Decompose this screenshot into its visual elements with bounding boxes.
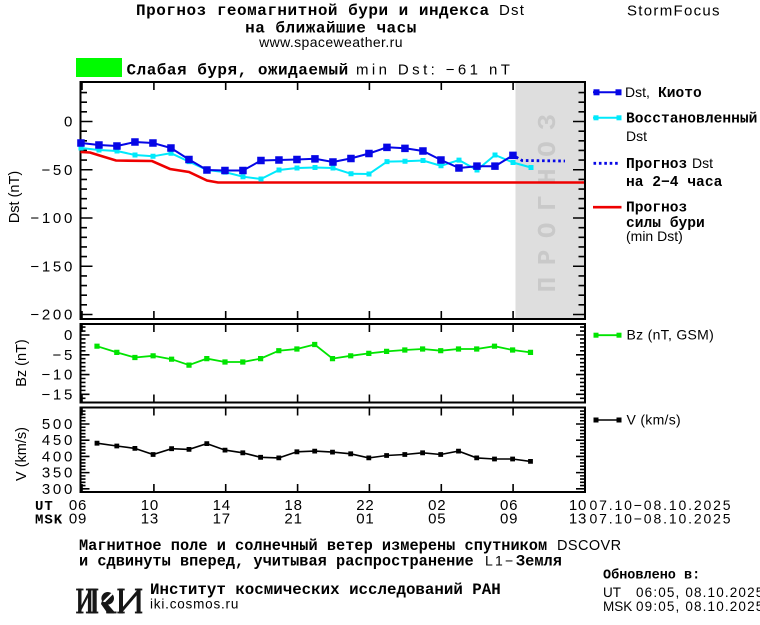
svg-text:(min Dst): (min Dst): [626, 228, 683, 244]
svg-text:на ближайшие часы: на ближайшие часы: [245, 20, 417, 38]
svg-text:21: 21: [284, 511, 302, 528]
svg-text:Dst (nT): Dst (nT): [7, 171, 23, 223]
svg-text:300: 300: [42, 481, 75, 498]
svg-text:13: 13: [569, 511, 587, 528]
svg-text:10: 10: [141, 497, 159, 514]
svg-text:Dst: Dst: [499, 2, 525, 19]
svg-text:Восстановленный: Восстановленный: [626, 111, 757, 127]
svg-text:−5: −5: [52, 347, 75, 364]
svg-text:силы бури: силы бури: [626, 216, 705, 232]
svg-text:06:05, 08.10.2025: 06:05, 08.10.2025: [636, 585, 760, 600]
svg-text:−100: −100: [30, 210, 75, 227]
svg-text:Прогноз: Прогноз: [626, 157, 687, 173]
svg-text:iki.cosmos.ru: iki.cosmos.ru: [150, 597, 239, 612]
svg-text:www.spaceweather.ru: www.spaceweather.ru: [258, 34, 403, 50]
svg-text:Dst: Dst: [626, 128, 647, 144]
svg-text:Обновлено в:: Обновлено в:: [603, 568, 700, 584]
svg-text:22: 22: [356, 497, 374, 514]
svg-text:min Dst: −61 nT: min Dst: −61 nT: [356, 62, 513, 79]
svg-text:Прогноз: Прогноз: [626, 201, 687, 217]
svg-text:L1−: L1−: [485, 553, 515, 569]
svg-text:09: 09: [500, 511, 518, 528]
svg-text:Киото: Киото: [658, 86, 702, 102]
svg-text:18: 18: [284, 497, 302, 514]
svg-text:400: 400: [42, 448, 75, 465]
svg-text:02: 02: [428, 497, 446, 514]
svg-text:MSK: MSK: [35, 513, 63, 529]
svg-text:13: 13: [141, 511, 159, 528]
svg-text:V (km/s): V (km/s): [14, 427, 30, 481]
svg-text:07.10−08.10.2025: 07.10−08.10.2025: [590, 497, 733, 513]
svg-text:07.10−08.10.2025: 07.10−08.10.2025: [590, 511, 733, 527]
svg-text:17: 17: [213, 511, 231, 528]
svg-text:Институт космических исследова: Институт космических исследований РАН: [150, 581, 501, 599]
svg-text:05: 05: [428, 511, 446, 528]
svg-text:StormFocus: StormFocus: [627, 3, 721, 20]
svg-text:и сдвинуты вперед, учитывая ра: и сдвинуты вперед, учитывая распростране…: [79, 553, 474, 571]
svg-text:ПРОГНОЗ: ПРОГНОЗ: [533, 103, 563, 293]
svg-text:−15: −15: [41, 386, 75, 403]
svg-text:06: 06: [500, 497, 518, 514]
svg-text:10: 10: [569, 497, 587, 514]
svg-text:−10: −10: [41, 367, 75, 384]
svg-text:14: 14: [213, 497, 231, 514]
svg-text:09: 09: [69, 511, 87, 528]
svg-text:450: 450: [42, 432, 75, 449]
svg-text:06: 06: [69, 497, 87, 514]
svg-text:0: 0: [64, 114, 75, 131]
svg-text:на 2−4 часа: на 2−4 часа: [626, 175, 723, 191]
svg-text:01: 01: [356, 511, 374, 528]
svg-text:UT: UT: [603, 585, 621, 600]
svg-text:−50: −50: [41, 162, 75, 179]
svg-text:500: 500: [42, 416, 75, 433]
svg-text:−150: −150: [30, 258, 75, 275]
svg-text:Прогноз геомагнитной бури и ин: Прогноз геомагнитной бури и индекса: [136, 2, 490, 20]
svg-text:Dst: Dst: [692, 155, 713, 171]
svg-text:V (km/s): V (km/s): [627, 412, 682, 428]
svg-text:Bz (nT): Bz (nT): [14, 339, 30, 387]
svg-text:0: 0: [64, 327, 75, 344]
svg-text:Bz (nT, GSM): Bz (nT, GSM): [627, 327, 715, 343]
svg-text:09:05, 08.10.2025: 09:05, 08.10.2025: [636, 599, 760, 614]
svg-text:UT: UT: [35, 499, 54, 515]
svg-text:Dst,: Dst,: [625, 84, 650, 100]
svg-text:MSK: MSK: [603, 599, 632, 614]
svg-text:Слабая буря, ожидаемый: Слабая буря, ожидаемый: [127, 62, 349, 80]
svg-text:Земля: Земля: [516, 553, 562, 571]
svg-text:−200: −200: [30, 307, 75, 324]
svg-text:350: 350: [42, 465, 75, 482]
svg-text:Магнитное поле и солнечный вет: Магнитное поле и солнечный ветер измерен…: [79, 537, 547, 555]
svg-text:DSCOVR: DSCOVR: [557, 538, 621, 554]
